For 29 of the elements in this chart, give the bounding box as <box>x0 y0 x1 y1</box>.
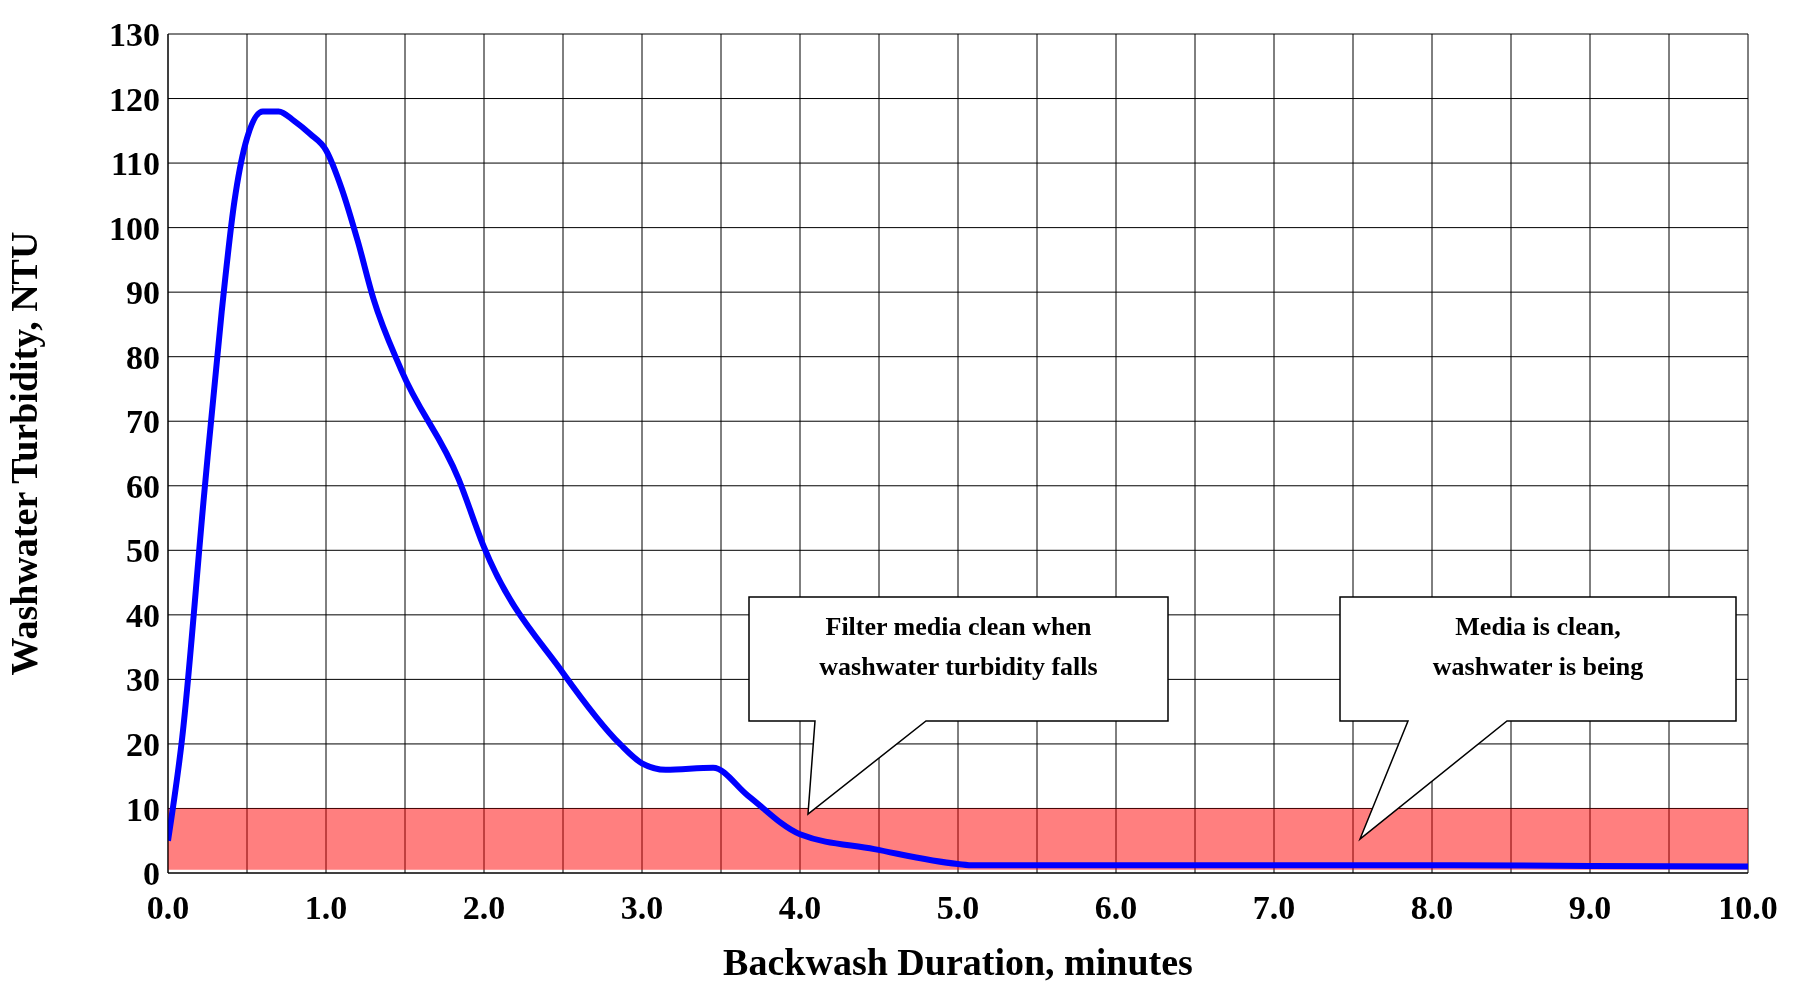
y-tick-label: 100 <box>109 209 160 247</box>
x-tick-label: 6.0 <box>1094 889 1138 927</box>
callout: Media is clean, washwater is being <box>1339 596 1737 842</box>
y-tick-label: 110 <box>110 145 160 183</box>
x-tick-label: 9.0 <box>1568 889 1612 927</box>
y-tick-label: 120 <box>109 80 160 118</box>
y-tick-label: 70 <box>126 403 160 441</box>
y-tick-label: 90 <box>126 274 160 312</box>
x-tick-label: 7.0 <box>1252 889 1296 927</box>
y-tick-label: 10 <box>126 790 160 828</box>
x-tick-label: 3.0 <box>620 889 664 927</box>
x-tick-label: 5.0 <box>936 889 980 927</box>
y-tick-label: 60 <box>126 467 160 505</box>
x-axis-title: Backwash Duration, minutes <box>723 941 1193 983</box>
y-axis-title: Washwater Turbidity, NTU <box>3 231 46 676</box>
x-tick-label: 8.0 <box>1410 889 1454 927</box>
x-tick-label: 1.0 <box>304 889 348 927</box>
y-tick-label: 50 <box>126 532 160 570</box>
x-tick-label: 2.0 <box>462 889 506 927</box>
callout: Filter media clean when washwater turbidity falls <box>748 596 1169 816</box>
y-tick-label: 40 <box>126 596 160 634</box>
y-tick-label: 80 <box>126 338 160 376</box>
y-tick-label: 20 <box>126 725 160 763</box>
annotation: Media is clean, washwater is being <box>1432 612 1644 681</box>
x-tick-label: 10.0 <box>1718 889 1778 927</box>
y-tick-label: 30 <box>126 661 160 699</box>
x-tick-label: 4.0 <box>778 889 822 927</box>
annotation: Filter media clean when washwater turbidity falls <box>819 612 1098 681</box>
y-tick-label: 130 <box>109 16 160 54</box>
